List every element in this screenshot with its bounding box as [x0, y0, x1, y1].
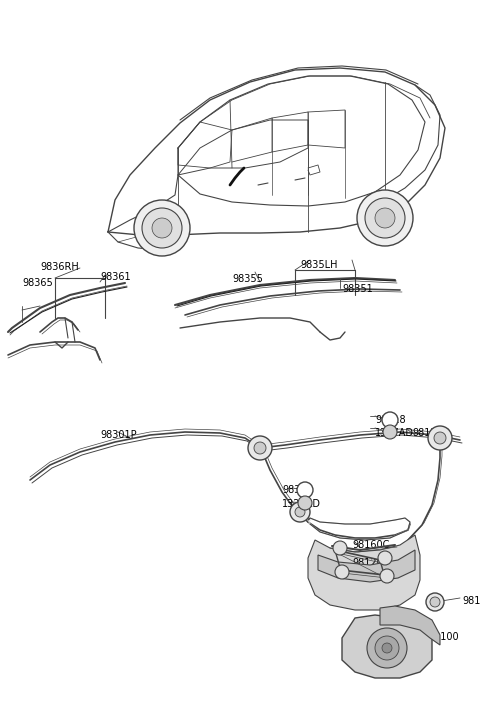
Circle shape — [382, 412, 398, 428]
Circle shape — [428, 426, 452, 450]
Text: 98131D: 98131D — [412, 428, 450, 438]
Circle shape — [426, 593, 444, 611]
Circle shape — [290, 502, 310, 522]
Text: 98120C: 98120C — [352, 558, 389, 568]
Text: 98318: 98318 — [375, 415, 406, 425]
Circle shape — [375, 636, 399, 660]
Circle shape — [357, 190, 413, 246]
Circle shape — [430, 597, 440, 607]
Circle shape — [375, 208, 395, 228]
Text: 98100: 98100 — [428, 632, 458, 642]
Circle shape — [333, 541, 347, 555]
Text: 98365: 98365 — [22, 278, 53, 288]
Text: 98361: 98361 — [100, 272, 131, 282]
Text: 98355: 98355 — [232, 274, 263, 284]
Circle shape — [365, 198, 405, 238]
Circle shape — [335, 565, 349, 579]
Circle shape — [142, 208, 182, 248]
Circle shape — [298, 496, 312, 510]
Polygon shape — [342, 615, 432, 678]
Circle shape — [248, 436, 272, 460]
Circle shape — [254, 442, 266, 454]
Text: 98131C: 98131C — [462, 596, 480, 606]
Circle shape — [378, 551, 392, 565]
Text: 1327AD: 1327AD — [282, 499, 321, 509]
Polygon shape — [308, 535, 420, 610]
Circle shape — [380, 569, 394, 583]
Circle shape — [297, 482, 313, 498]
Text: 9835LH: 9835LH — [300, 260, 337, 270]
Circle shape — [367, 628, 407, 668]
Text: 98318: 98318 — [282, 485, 312, 495]
Circle shape — [295, 507, 305, 517]
Text: 98160C: 98160C — [352, 540, 389, 550]
Polygon shape — [380, 606, 440, 645]
Text: 1327AD: 1327AD — [375, 428, 414, 438]
Text: 98301P: 98301P — [100, 430, 137, 440]
Circle shape — [152, 218, 172, 238]
Circle shape — [383, 425, 397, 439]
Circle shape — [382, 643, 392, 653]
Text: 98351: 98351 — [342, 284, 373, 294]
Polygon shape — [318, 550, 415, 582]
Circle shape — [134, 200, 190, 256]
Circle shape — [434, 432, 446, 444]
Text: 9836RH: 9836RH — [40, 262, 79, 272]
